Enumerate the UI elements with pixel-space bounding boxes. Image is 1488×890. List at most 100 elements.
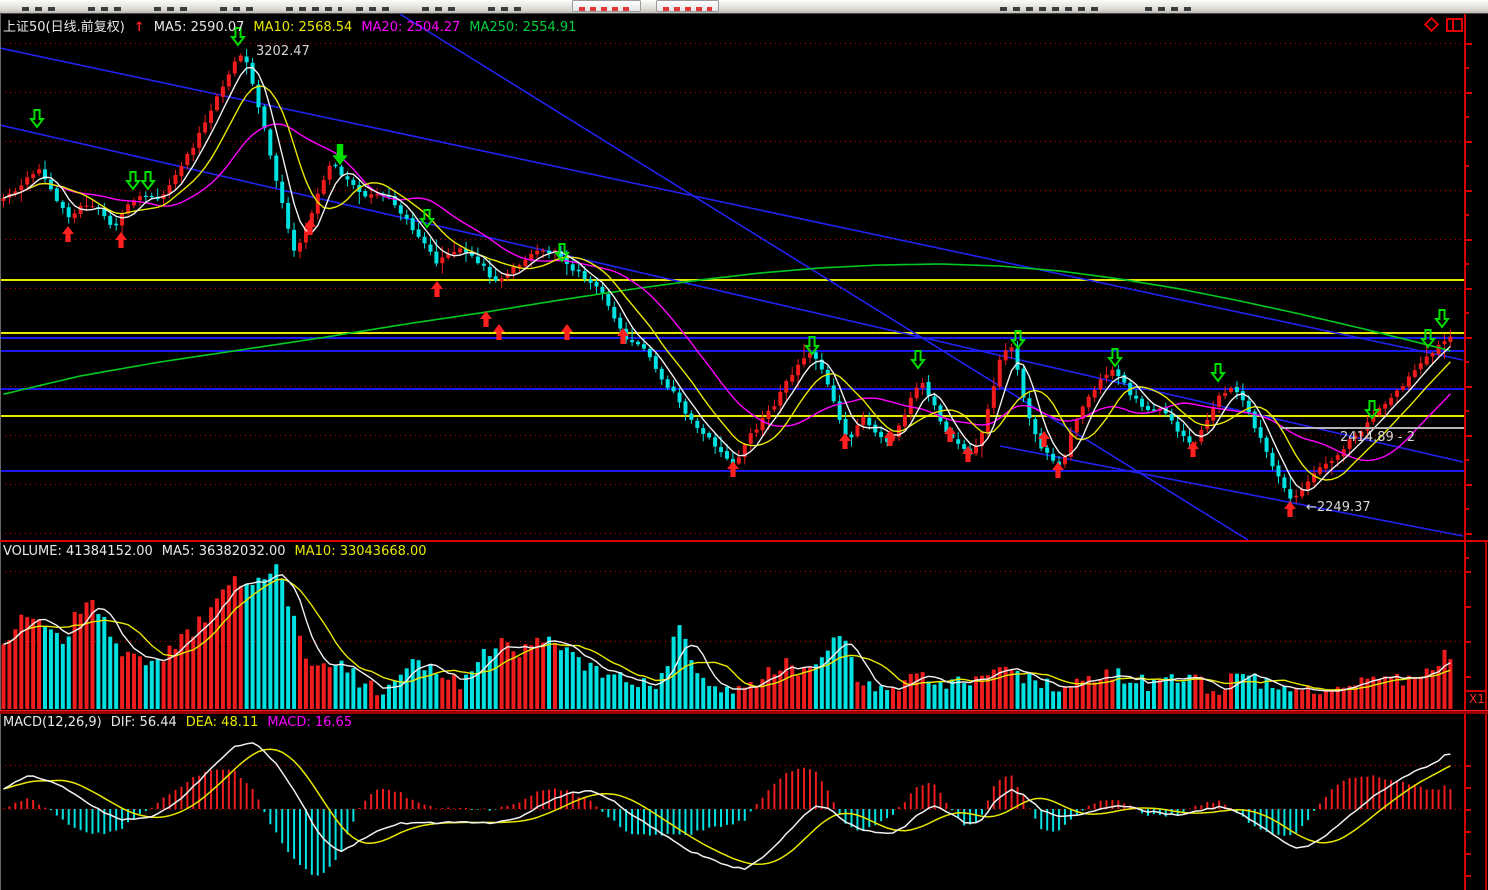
buy-arrow	[1038, 431, 1050, 447]
buy-arrow	[561, 324, 573, 340]
axis-tick	[1466, 809, 1471, 811]
axis-tick	[1466, 386, 1472, 388]
axis-tick	[1466, 875, 1471, 877]
axis-tick	[1466, 831, 1471, 833]
menu-item[interactable]	[154, 7, 190, 11]
buy-arrow	[944, 426, 956, 442]
axis-tick	[1466, 508, 1469, 510]
buy-arrow	[480, 311, 492, 327]
menu-red-button-2[interactable]	[656, 0, 719, 12]
axis-tick	[1466, 312, 1469, 314]
buy-arrow	[727, 461, 739, 477]
dif-value: DIF: 56.44	[110, 715, 177, 730]
buy-arrow	[115, 232, 127, 248]
dotted-gridline	[0, 386, 1464, 387]
sell-arrow	[140, 171, 156, 191]
drawn-horizontal-line[interactable]	[0, 388, 1464, 390]
dotted-gridline	[0, 484, 1464, 485]
menu-item[interactable]	[422, 7, 458, 11]
axis-tick	[1466, 141, 1472, 143]
peak-price-label: 3202.47	[256, 44, 310, 59]
drawn-horizontal-line[interactable]	[0, 279, 1464, 281]
axis-tick	[1466, 787, 1471, 789]
axis-tick	[1466, 165, 1469, 167]
sell-arrow	[1434, 309, 1450, 329]
dotted-gridline	[0, 92, 1464, 93]
drawn-horizontal-line[interactable]	[0, 350, 1464, 352]
right-border	[1485, 540, 1487, 890]
buy-arrows	[62, 219, 1296, 517]
low-price-label: ←2249.37	[1306, 500, 1371, 515]
symbol-title: 上证50(日线.前复权)	[3, 20, 125, 35]
menu-red-button-1[interactable]	[572, 0, 641, 12]
menu-item[interactable]	[356, 7, 392, 11]
menu-item[interactable]	[488, 7, 524, 11]
drawn-horizontal-line[interactable]	[0, 415, 1464, 417]
dif-line	[3, 742, 1451, 871]
buy-arrow	[617, 328, 629, 344]
main-panel-header: 上证50(日线.前复权) ↑ MA5: 2590.07 MA10: 2568.54 MA…	[3, 16, 585, 35]
dotted-gridline	[0, 641, 1464, 642]
sell-arrow	[29, 109, 45, 129]
menubar[interactable]	[0, 0, 1488, 14]
split-window-icon[interactable]	[1446, 18, 1463, 32]
level-price-label: 2414.89 - 2	[1340, 430, 1415, 445]
macd-panel-header: MACD(12,26,9) DIF: 56.44 DEA: 48.11 MACD: 1…	[3, 715, 361, 730]
axis-tick	[1466, 361, 1469, 363]
menu-item[interactable]	[22, 7, 58, 11]
red-label	[663, 7, 712, 11]
price-axis[interactable]	[1464, 14, 1466, 890]
drawn-horizontal-line[interactable]	[0, 337, 1464, 339]
volume-ma5-line	[3, 574, 1451, 692]
ma20-value: MA20: 2504.27	[361, 20, 461, 35]
axis-tick	[1466, 765, 1471, 767]
buy-arrow	[839, 433, 851, 449]
zoom-scale-indicator[interactable]: X1	[1464, 690, 1486, 710]
dotted-gridline	[0, 288, 1464, 289]
buy-arrow	[1052, 462, 1064, 478]
sell-arrow	[1107, 348, 1123, 368]
axis-tick	[1466, 435, 1472, 437]
up-arrow-icon: ↑	[133, 20, 145, 35]
sell-arrow	[1364, 400, 1380, 420]
panel-divider-macd[interactable]	[0, 710, 1488, 714]
menu-item[interactable]	[1000, 7, 1100, 11]
sell-arrow	[1420, 329, 1436, 349]
left-border	[0, 14, 1, 890]
buy-arrow	[493, 324, 505, 340]
menu-item[interactable]	[1145, 7, 1191, 11]
axis-tick	[1466, 337, 1472, 339]
axis-tick	[1466, 288, 1472, 290]
sell-arrow	[1210, 363, 1226, 383]
axis-tick	[1466, 410, 1469, 412]
axis-tick	[1466, 853, 1471, 855]
axis-tick	[1466, 676, 1471, 678]
menu-item[interactable]	[88, 7, 124, 11]
window-pane-divider	[1452, 20, 1454, 30]
axis-tick	[1466, 190, 1472, 192]
ma10-value: MA10: 2568.54	[253, 20, 353, 35]
drawn-level-line[interactable]	[1280, 427, 1464, 429]
buy-arrow	[884, 430, 896, 446]
panel-divider-volume[interactable]	[0, 540, 1488, 542]
dotted-gridline	[0, 190, 1464, 191]
ma20-line	[3, 123, 1451, 462]
sell-arrow	[804, 336, 820, 356]
menu-item[interactable]	[286, 7, 342, 11]
volume-bars	[1, 564, 1453, 709]
axis-tick	[1466, 641, 1471, 643]
drawn-horizontal-line[interactable]	[0, 332, 1464, 334]
volume-panel-header: VOLUME: 41384152.00 MA5: 36382032.00 MA10:…	[3, 544, 436, 559]
axis-tick	[1466, 263, 1469, 265]
axis-tick	[1466, 92, 1472, 94]
buy-arrow	[962, 446, 974, 462]
axis-tick	[1466, 67, 1469, 69]
buy-arrow	[62, 226, 74, 242]
sell-arrow	[125, 171, 141, 191]
menu-item[interactable]	[220, 7, 256, 11]
axis-tick	[1466, 116, 1469, 118]
dotted-gridline	[0, 765, 1464, 766]
dea-value: DEA: 48.11	[185, 715, 259, 730]
